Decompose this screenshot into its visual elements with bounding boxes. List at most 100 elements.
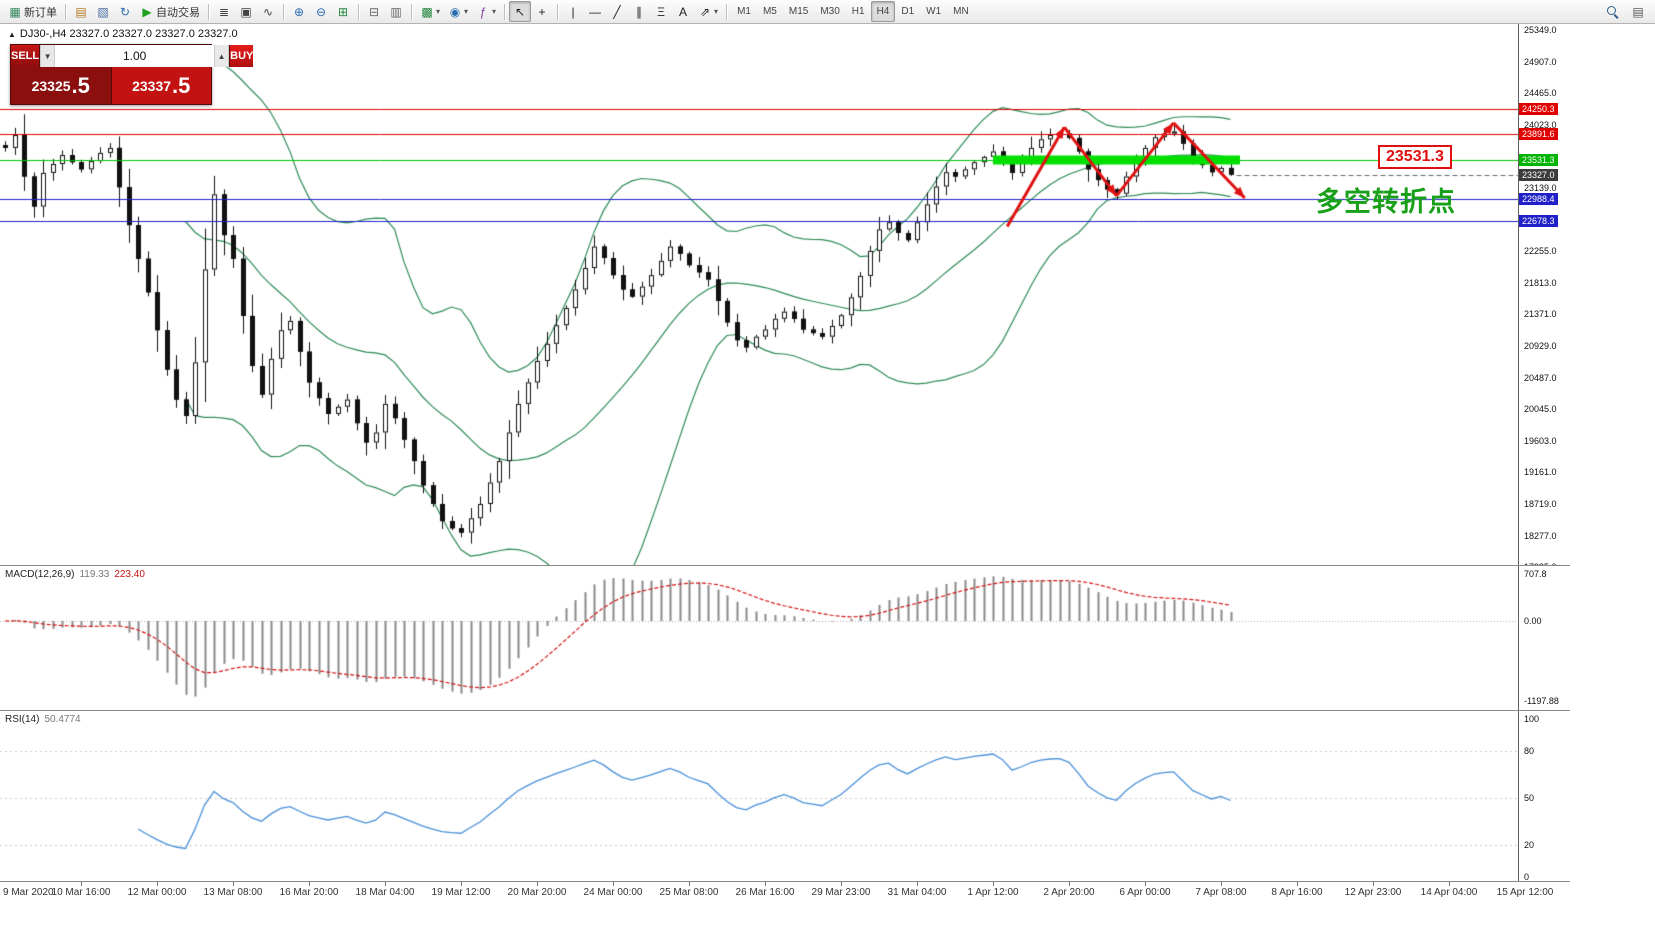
cursor-button[interactable]: ↖ bbox=[509, 1, 532, 22]
new-order-button[interactable]: ▦ 新订单 bbox=[4, 1, 61, 22]
profiles-icon[interactable]: ▧ bbox=[92, 1, 114, 22]
macd-pane: MACD(12,26,9) 119.33 223.40 707.8 0.00 -11… bbox=[0, 565, 1571, 710]
volume-input[interactable] bbox=[55, 45, 215, 67]
line-chart-button[interactable]: ∿ bbox=[257, 1, 279, 22]
timeframe-m1-button[interactable]: M1 bbox=[737, 6, 751, 17]
rsi-scale[interactable]: 100 80 50 20 0 bbox=[1518, 711, 1571, 882]
chart-window: ▲ DJ30-,H4 23327.0 23327.0 23327.0 23327… bbox=[0, 24, 1571, 944]
trendline-icon: ╱ bbox=[613, 4, 621, 19]
symbol-ohlc-text: DJ30-,H4 23327.0 23327.0 23327.0 23327.0 bbox=[19, 28, 238, 40]
time-axis-label: 16 Mar 20:00 bbox=[279, 887, 339, 898]
volume-decrease-button[interactable]: ▼ bbox=[40, 45, 56, 67]
channel-button[interactable]: ∥ bbox=[628, 1, 650, 22]
rsi-scale-label: 20 bbox=[1524, 840, 1535, 851]
time-axis[interactable]: 9 Mar 2020 10 Mar 16:00 12 Mar 00:00 13 Mar… bbox=[0, 881, 1570, 907]
time-axis-label: 20 Mar 20:00 bbox=[507, 887, 567, 898]
timeframe-group: M1 M5 M15 M30 H1 H4 D1 W1 MN bbox=[731, 1, 975, 22]
price-scale-label: 18719.0 bbox=[1524, 499, 1557, 510]
autotrade-button[interactable]: ▶ 自动交易 bbox=[136, 1, 204, 22]
vertical-line-icon: | bbox=[571, 4, 575, 19]
time-axis-label: 2 Apr 20:00 bbox=[1043, 887, 1095, 898]
indicators-button[interactable]: ƒ ▾ bbox=[472, 1, 500, 22]
cascade-windows-button[interactable]: ⊟ bbox=[363, 1, 385, 22]
timeframe-m30-button[interactable]: M30 bbox=[820, 6, 840, 17]
time-axis-label: 29 Mar 23:00 bbox=[811, 887, 871, 898]
time-axis-tick bbox=[841, 882, 842, 886]
time-axis-tick bbox=[1449, 882, 1450, 886]
price-level-badge: 23531.3 bbox=[1519, 153, 1558, 166]
search-button[interactable] bbox=[1602, 1, 1623, 22]
time-axis-label: 31 Mar 04:00 bbox=[887, 887, 947, 898]
turning-point-note: 多空转折点 bbox=[1316, 187, 1456, 217]
macd-label: MACD(12,26,9) 119.33 223.40 bbox=[5, 569, 145, 580]
text-button[interactable]: A bbox=[672, 1, 694, 22]
buy-price-big: .5 bbox=[172, 72, 191, 98]
time-axis-label: 14 Apr 04:00 bbox=[1420, 887, 1478, 898]
rsi-scale-label: 80 bbox=[1524, 745, 1535, 756]
timeframe-m15-button[interactable]: M15 bbox=[788, 6, 809, 17]
price-level-badge: 22988.4 bbox=[1519, 192, 1558, 205]
time-axis-tick bbox=[385, 882, 386, 886]
price-level-badge: 23891.6 bbox=[1519, 128, 1558, 141]
time-axis-tick bbox=[917, 882, 918, 886]
crosshair-button[interactable]: + bbox=[531, 1, 553, 22]
price-scale-label: 20929.0 bbox=[1524, 341, 1557, 352]
trendline-button[interactable]: ╱ bbox=[606, 1, 628, 22]
arrows-icon: ⇗ bbox=[700, 4, 711, 19]
chart-window-icon[interactable]: ▤ bbox=[70, 1, 92, 22]
macd-signal-value: 223.40 bbox=[114, 569, 145, 580]
panels-button[interactable]: ▤ bbox=[1627, 1, 1649, 22]
timeframe-mn-button[interactable]: MN bbox=[953, 6, 969, 17]
horizontal-line-button[interactable]: — bbox=[584, 1, 606, 22]
arrange-windows-button[interactable]: ▥ bbox=[385, 1, 407, 22]
refresh-icon[interactable]: ↻ bbox=[114, 1, 136, 22]
macd-canvas[interactable] bbox=[0, 566, 1518, 710]
time-axis-label: 12 Apr 23:00 bbox=[1344, 887, 1402, 898]
main-chart-canvas[interactable] bbox=[0, 24, 1518, 565]
buy-button[interactable]: BUY bbox=[229, 45, 254, 67]
time-axis-tick bbox=[461, 882, 462, 886]
horizontal-line-icon: — bbox=[589, 4, 602, 19]
chart-window-icon: ▤ bbox=[75, 4, 87, 19]
toolbar-divider bbox=[557, 3, 559, 20]
price-scale-label: 21371.0 bbox=[1524, 309, 1557, 320]
fibonacci-button[interactable]: Ξ bbox=[650, 1, 672, 22]
time-axis-tick bbox=[157, 882, 158, 886]
chevron-down-icon: ▾ bbox=[464, 7, 469, 16]
arrange-windows-icon: ▥ bbox=[390, 4, 402, 19]
candlestick-chart-button[interactable]: ▣ bbox=[235, 1, 257, 22]
price-scale[interactable]: 25349.0 24907.0 24465.0 24023.0 23139.0 22255… bbox=[1518, 24, 1571, 572]
bar-chart-button[interactable]: ≣ bbox=[213, 1, 235, 22]
price-scale-label: 20487.0 bbox=[1524, 372, 1557, 383]
timeframe-h4-button[interactable]: H4 bbox=[870, 1, 896, 22]
one-click-trading-panel: SELL ▼ ▲ BUY 23325.5 23337.5 bbox=[10, 44, 254, 105]
rsi-canvas[interactable] bbox=[0, 711, 1518, 881]
toolbar-divider bbox=[65, 3, 66, 20]
zoom-out-button[interactable]: ⊖ bbox=[310, 1, 332, 22]
timeframe-d1-button[interactable]: D1 bbox=[901, 6, 915, 17]
new-order-icon: ▦ bbox=[9, 4, 21, 19]
search-icon bbox=[1606, 5, 1619, 18]
navigator-button[interactable]: ◉ ▾ bbox=[444, 1, 472, 22]
timeframe-w1-button[interactable]: W1 bbox=[926, 6, 942, 17]
timeframe-h1-button[interactable]: H1 bbox=[851, 6, 865, 17]
vertical-line-button[interactable]: | bbox=[562, 1, 584, 22]
toolbar-right-group: ▤ bbox=[1602, 1, 1651, 22]
arrows-button[interactable]: ⇗ ▾ bbox=[694, 1, 722, 22]
timeframe-m5-button[interactable]: M5 bbox=[762, 6, 777, 17]
sell-price[interactable]: 23325.5 bbox=[11, 67, 112, 104]
time-axis-tick bbox=[613, 882, 614, 886]
time-axis-tick bbox=[1221, 882, 1222, 886]
volume-increase-button[interactable]: ▲ bbox=[214, 45, 230, 67]
tile-windows-button[interactable]: ⊞ bbox=[332, 1, 354, 22]
autotrade-button-label: 自动交易 bbox=[156, 6, 200, 19]
zoom-in-button[interactable]: ⊕ bbox=[288, 1, 310, 22]
price-scale-label: 20045.0 bbox=[1524, 404, 1557, 415]
sell-button[interactable]: SELL bbox=[11, 45, 41, 67]
macd-scale[interactable]: 707.8 0.00 -1197.88 bbox=[1518, 566, 1571, 710]
new-chart-button[interactable]: ▩ ▾ bbox=[416, 1, 444, 22]
rsi-label: RSI(14) 50.4774 bbox=[5, 714, 81, 725]
buy-price[interactable]: 23337.5 bbox=[111, 67, 211, 104]
time-axis-label: 8 Apr 16:00 bbox=[1271, 887, 1323, 898]
